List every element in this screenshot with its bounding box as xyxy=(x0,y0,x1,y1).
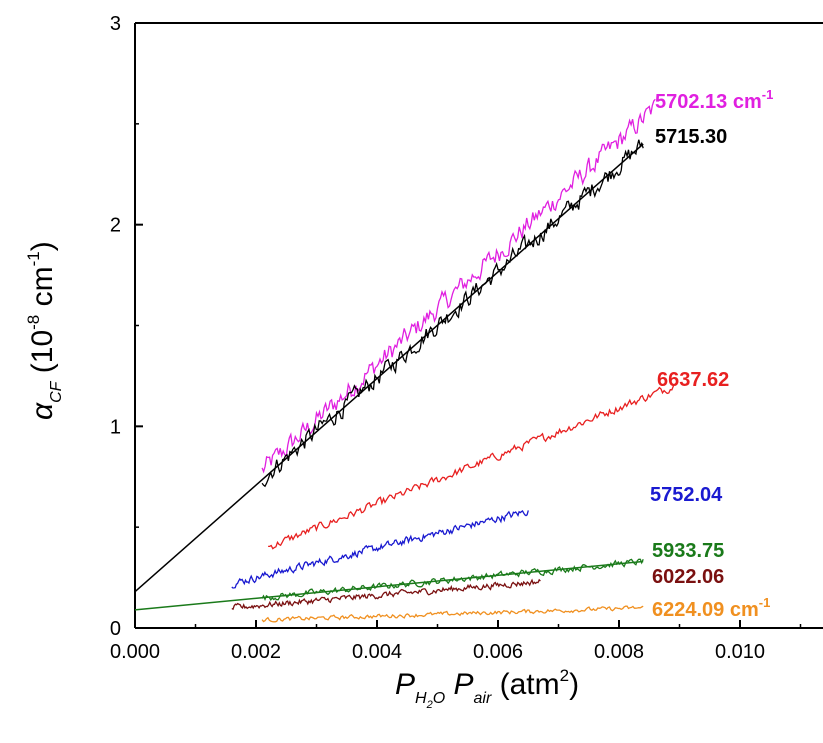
x-tick-label: 0.002 xyxy=(231,641,281,663)
series-line xyxy=(261,139,644,488)
x-tick-label: 0.000 xyxy=(110,641,160,663)
x-axis-title: PH2O Pair (atm2) xyxy=(395,666,579,711)
plot-frame xyxy=(134,22,823,629)
series-line xyxy=(261,558,644,602)
series-label: 5752.04 xyxy=(650,484,723,506)
series-label: 5702.13 cm-1 xyxy=(655,87,773,113)
series-line xyxy=(261,605,644,623)
series-line xyxy=(268,385,675,550)
y-tick-label: 0 xyxy=(110,618,121,640)
series-line xyxy=(231,578,541,611)
y-ticks: 0 1 2 3 xyxy=(110,13,143,640)
series-label: 6022.06 xyxy=(652,566,724,588)
series-label: 5933.75 xyxy=(652,540,724,562)
fit-lines xyxy=(134,143,644,611)
x-ticks: 0.000 0.002 0.004 0.006 0.008 0.010 xyxy=(110,620,802,663)
series-label: 5715.30 xyxy=(655,126,727,148)
series-label: 6637.62 xyxy=(657,369,729,391)
fit-line xyxy=(134,560,644,611)
series-line xyxy=(231,509,529,589)
y-tick-label: 1 xyxy=(110,416,121,438)
y-tick-label: 3 xyxy=(110,13,121,35)
fit-line xyxy=(134,143,644,593)
series-labels: 5702.13 cm-1 5715.30 6637.62 5752.04 5933.75… xyxy=(650,87,773,621)
y-axis-title: αCF (10-8 cm-1) xyxy=(24,241,65,420)
series-lines xyxy=(231,98,675,623)
x-tick-label: 0.010 xyxy=(715,641,765,663)
x-tick-label: 0.008 xyxy=(594,641,644,663)
x-tick-label: 0.004 xyxy=(352,641,402,663)
series-label: 6224.09 cm-1 xyxy=(652,595,770,621)
series-line xyxy=(261,98,656,474)
y-tick-label: 2 xyxy=(110,215,121,237)
x-tick-label: 0.006 xyxy=(473,641,523,663)
